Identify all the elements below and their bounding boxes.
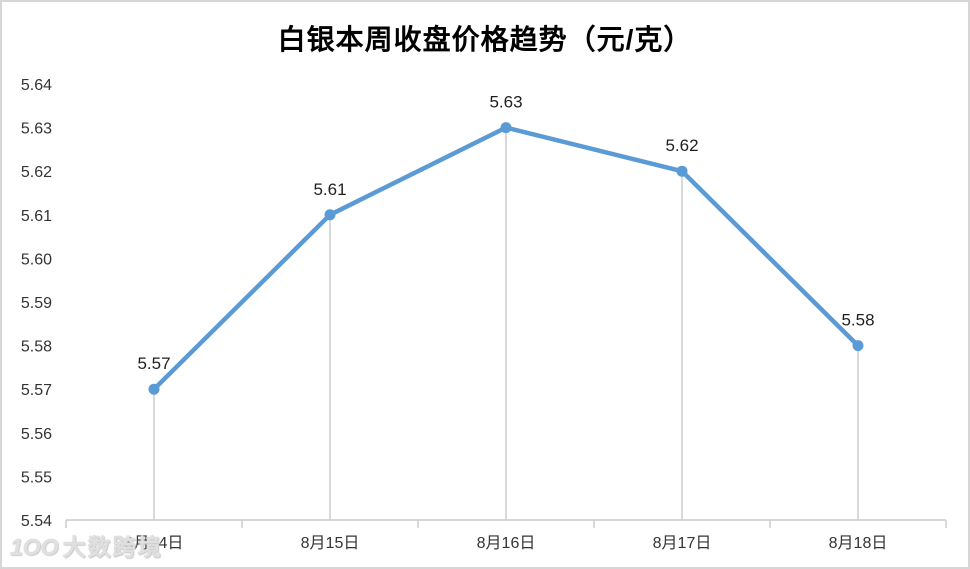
watermark-text: 大数跨境 xyxy=(62,534,163,560)
y-axis-tick-label: 5.62 xyxy=(21,164,52,181)
y-axis-tick-label: 5.58 xyxy=(21,339,52,356)
data-point-marker xyxy=(676,165,688,177)
data-point-label: 5.58 xyxy=(841,311,874,330)
y-axis-tick-label: 5.57 xyxy=(21,382,52,399)
x-axis-category-label: 8月18日 xyxy=(829,535,888,552)
y-axis-tick-label: 5.55 xyxy=(21,469,52,486)
chart-title: 白银本周收盘价格趋势（元/克） xyxy=(277,24,693,55)
watermark-logo-icon: 1OO xyxy=(10,534,59,560)
y-axis-tick-label: 5.54 xyxy=(21,513,52,530)
y-axis-tick-label: 5.60 xyxy=(21,251,52,268)
watermark: 1OO 大数跨境 xyxy=(10,528,163,562)
data-point-label: 5.57 xyxy=(137,354,170,373)
y-axis-tick-label: 5.63 xyxy=(21,121,52,138)
x-axis-category-label: 8月16日 xyxy=(477,535,536,552)
data-point-marker xyxy=(852,340,864,352)
y-axis-tick-label: 5.56 xyxy=(21,426,52,443)
y-axis-tick-label: 5.64 xyxy=(21,77,52,94)
data-point-marker xyxy=(500,122,512,134)
data-point-label: 5.62 xyxy=(665,136,698,155)
data-point-marker xyxy=(148,383,160,395)
x-axis-category-label: 8月15日 xyxy=(301,535,360,552)
x-axis-category-label: 8月14日 xyxy=(125,535,184,552)
y-axis-tick-label: 5.59 xyxy=(21,295,52,312)
y-axis-tick-label: 5.61 xyxy=(21,208,52,225)
data-point-label: 5.61 xyxy=(313,180,346,199)
data-point-marker xyxy=(324,209,336,221)
data-point-label: 5.63 xyxy=(489,93,522,112)
x-axis-category-label: 8月17日 xyxy=(653,535,712,552)
